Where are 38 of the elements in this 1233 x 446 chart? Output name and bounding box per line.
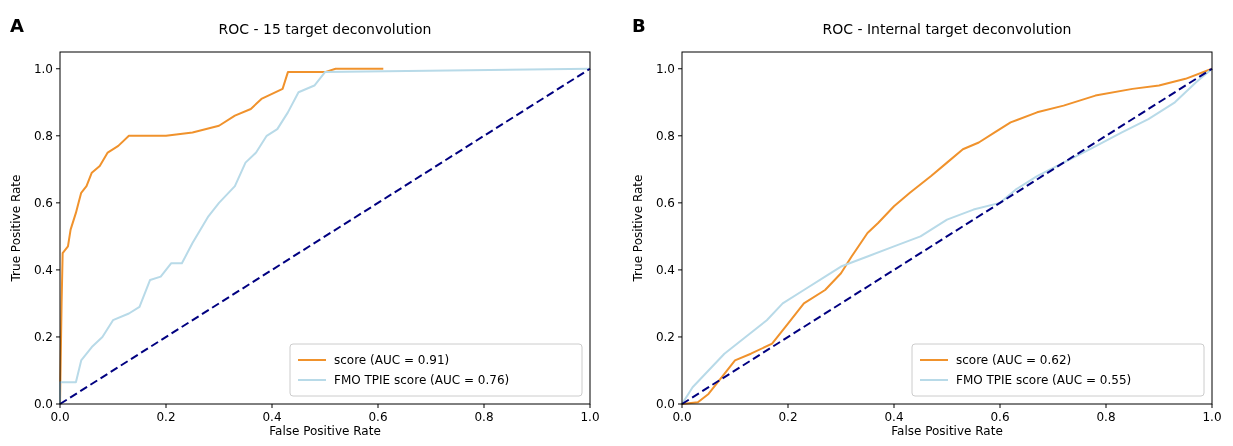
line-series — [59, 67, 591, 405]
x-axis-title: False Positive Rate — [269, 424, 381, 438]
legend-label: FMO TPIE score (AUC = 0.55) — [956, 373, 1132, 387]
chart-title: ROC - 15 target deconvolution — [218, 21, 432, 37]
text: A — [10, 15, 24, 36]
x-tick-label: 0.4 — [262, 410, 282, 424]
x-tick-label: 0.6 — [990, 410, 1010, 424]
y-tick-label: 1.0 — [33, 61, 53, 76]
x-tick-label: 0.2 — [778, 410, 798, 424]
x-tick-label: 0.0 — [672, 410, 692, 424]
x-tick-label: 0.6 — [368, 410, 388, 424]
legend-label: score (AUC = 0.62) — [956, 353, 1072, 367]
chart-title: ROC - Internal target deconvolution — [822, 21, 1072, 37]
y-tick-label: 0.0 — [33, 397, 53, 411]
x-tick-label: 0.2 — [156, 410, 176, 424]
x-tick-label: 0.8 — [1096, 410, 1116, 424]
y-axis-title: True Positive Rate — [631, 174, 645, 283]
y-tick-label: 0.6 — [33, 195, 53, 210]
x-tick-label: 1.0 — [580, 410, 600, 424]
y-tick-label: 0.8 — [33, 128, 53, 143]
legend-label: score (AUC = 0.91) — [334, 353, 450, 367]
legend-label: FMO TPIE score (AUC = 0.76) — [334, 373, 510, 387]
y-tick-label: 0.2 — [655, 329, 675, 344]
line-series — [681, 67, 1213, 405]
y-tick-label: 1.0 — [655, 61, 675, 76]
x-tick-label: 0.8 — [474, 410, 494, 424]
text: B — [632, 15, 646, 36]
y-tick-label: 0.8 — [655, 128, 675, 143]
y-tick-label: 0.6 — [655, 195, 675, 210]
x-tick-label: 0.0 — [50, 410, 70, 424]
y-tick-label: 0.0 — [655, 397, 675, 411]
y-tick-label: 0.2 — [33, 329, 53, 344]
x-tick-label: 0.4 — [884, 410, 904, 424]
x-axis-title: False Positive Rate — [891, 424, 1003, 438]
y-tick-label: 0.4 — [655, 262, 675, 277]
y-tick-label: 0.4 — [33, 262, 53, 277]
x-tick-label: 1.0 — [1202, 410, 1222, 424]
y-axis-title: True Positive Rate — [9, 174, 23, 283]
